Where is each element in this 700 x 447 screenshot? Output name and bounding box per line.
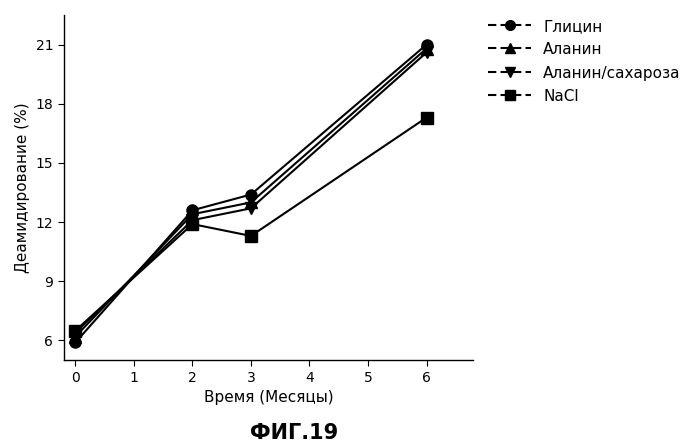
Legend: Глицин, Аланин, Аланин/сахароза, NaCl: Глицин, Аланин, Аланин/сахароза, NaCl	[485, 16, 684, 107]
Y-axis label: Деамидирование (%): Деамидирование (%)	[15, 102, 30, 273]
X-axis label: Время (Месяцы): Время (Месяцы)	[204, 390, 333, 405]
Text: ФИГ.19: ФИГ.19	[250, 422, 338, 443]
